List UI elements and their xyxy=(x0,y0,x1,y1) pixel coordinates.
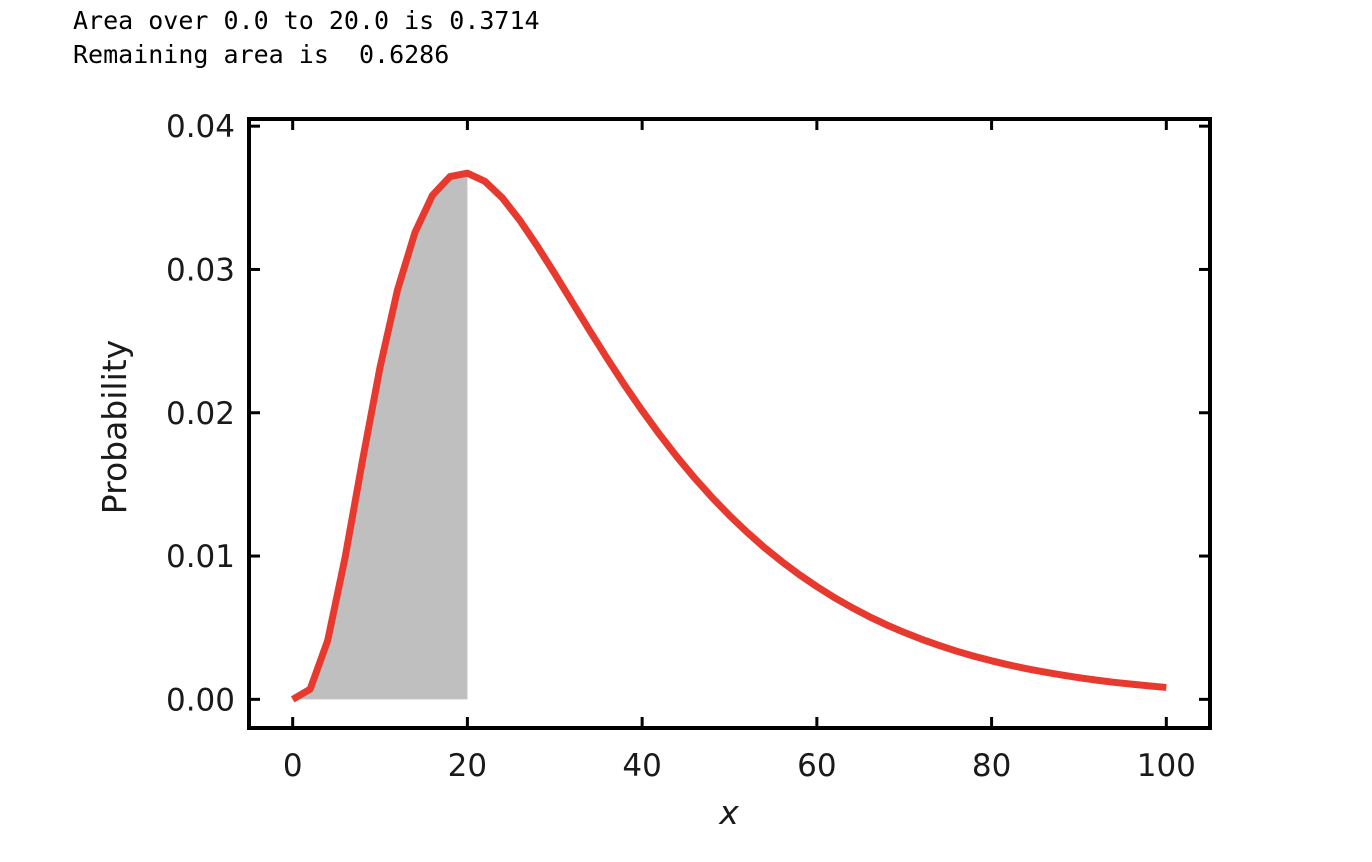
axes: 0 20 40 60 80 100 0.00 0.01 0.02 0.03 0.04 xyxy=(166,109,1212,784)
x-tick-label: 20 xyxy=(448,748,487,784)
output-line-remaining: Remaining area is 0.6286 xyxy=(73,40,450,69)
cell-output-text: Area over 0.0 to 20.0 is 0.3714 Remaining… xyxy=(73,4,540,72)
x-tick-label: 100 xyxy=(1137,748,1196,784)
density-curve-line xyxy=(290,169,1167,703)
x-tick-label: 80 xyxy=(972,748,1011,784)
y-tick-label: 0.01 xyxy=(166,539,235,575)
plot-frame xyxy=(247,117,1212,730)
y-tick-label: 0.00 xyxy=(166,682,235,718)
x-tick-label: 60 xyxy=(797,748,836,784)
y-axis-label: Probability xyxy=(95,340,134,514)
y-tick-label: 0.03 xyxy=(166,252,235,288)
y-tick-label: 0.04 xyxy=(166,109,235,145)
y-tick-label: 0.02 xyxy=(166,396,235,432)
x-axis-label: x xyxy=(718,793,739,832)
shaded-area xyxy=(292,173,468,700)
x-tick-label: 0 xyxy=(283,748,303,784)
x-tick-label: 40 xyxy=(622,748,661,784)
plot-area xyxy=(290,169,1167,703)
output-line-area: Area over 0.0 to 20.0 is 0.3714 xyxy=(73,6,540,35)
